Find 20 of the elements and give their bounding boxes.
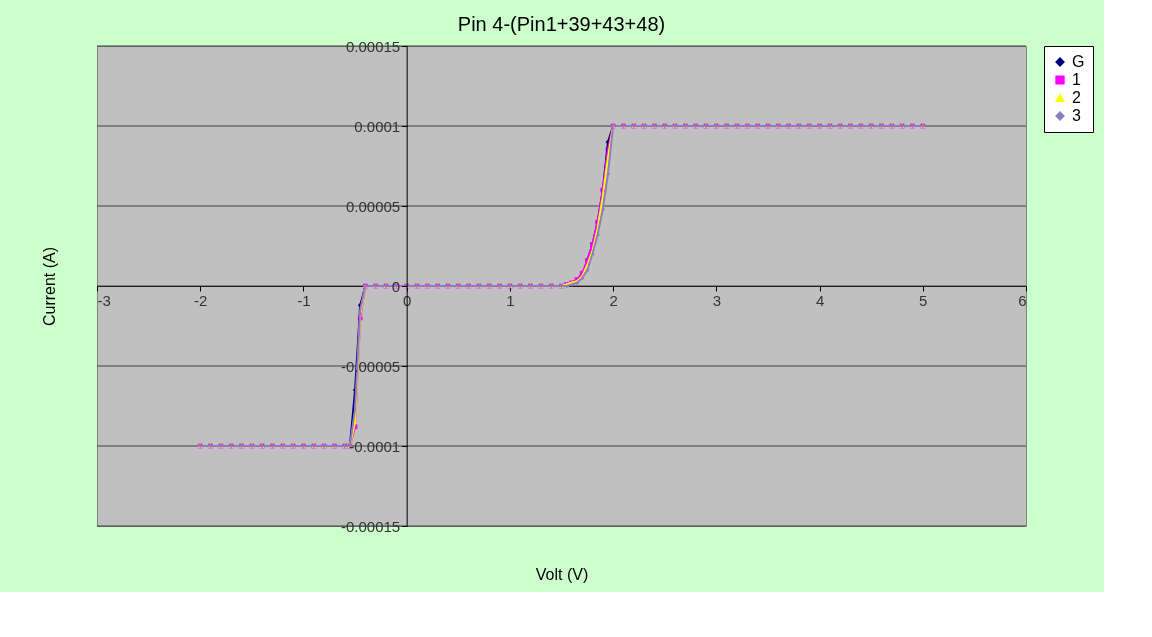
- x-tick-label: 5: [919, 291, 928, 309]
- x-tick-label: 3: [712, 291, 722, 309]
- x-tick-label: -1: [297, 291, 311, 309]
- y-tick-label: 0: [391, 277, 401, 295]
- x-axis-title: Volt (V): [535, 565, 589, 583]
- x-tick-label: -2: [194, 291, 208, 309]
- legend-label: 2: [1072, 89, 1081, 106]
- x-tick-label: 2: [609, 291, 618, 309]
- y-tick-label: 0.00005: [345, 197, 401, 215]
- legend-label: 1: [1072, 71, 1081, 88]
- x-tick-label: 6: [1018, 291, 1027, 309]
- y-tick-label: 0.0001: [354, 117, 401, 135]
- y-axis-title: Current (A): [40, 246, 58, 327]
- legend-label: 3: [1072, 107, 1081, 124]
- legend-label: G: [1072, 53, 1085, 70]
- y-tick-label: -0.0001: [349, 437, 401, 455]
- chart-title: Pin 4-(Pin1+39+43+48): [457, 13, 666, 35]
- x-tick-label: -3: [97, 291, 111, 309]
- x-tick-label: 1: [506, 291, 515, 309]
- x-tick-label: 4: [815, 291, 825, 309]
